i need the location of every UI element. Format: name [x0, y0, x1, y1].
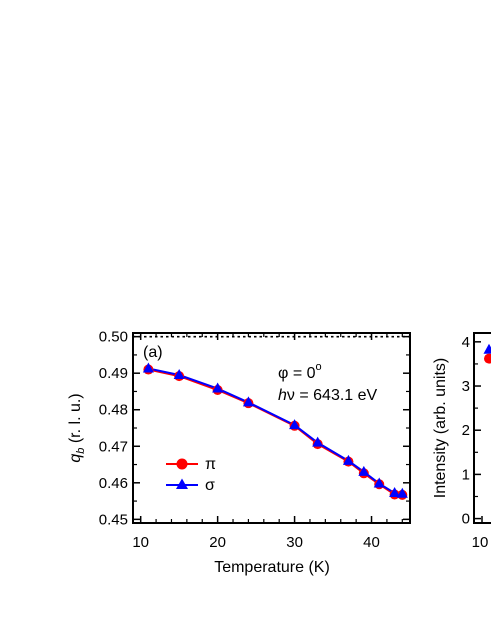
- y-tick-label: 0.48: [99, 402, 128, 419]
- phi-annotation-text: φ = 0: [278, 365, 316, 382]
- y-axis-label-units: (r. l. u.): [67, 393, 84, 447]
- data-point-sigma: [142, 362, 154, 373]
- x-tick-label: 40: [363, 534, 380, 551]
- y-tick-label: 0.50: [99, 329, 128, 346]
- x-tick-label: 10: [132, 534, 149, 551]
- panel-a-marks: [133, 335, 410, 500]
- panel-b-y-axis-label: Intensity (arb. units): [432, 358, 449, 499]
- data-point-sigma: [373, 477, 385, 488]
- data-point-sigma: [396, 487, 408, 498]
- panel-b-x-tick-label: 10: [472, 534, 489, 551]
- panel-a-ticks: 10 20 30 40 0.45 0.46 0.47 0.48 0.49 0.50: [99, 329, 410, 551]
- data-point-sigma: [242, 396, 254, 407]
- y-tick-label: 0.45: [99, 511, 128, 528]
- panel-a-label: (a): [143, 344, 163, 361]
- data-point-sigma: [389, 487, 401, 498]
- y-tick-label: 0.47: [99, 438, 128, 455]
- legend: π σ: [166, 456, 216, 494]
- panel-b-y-tick-label: 1: [462, 466, 470, 483]
- phi-annotation: φ = 0o: [278, 361, 322, 382]
- legend-sigma-label: σ: [205, 477, 215, 494]
- data-point-sigma: [358, 465, 370, 476]
- panel-b-y-tick-label: 3: [462, 378, 470, 395]
- panel-a: 10 20 30 40 0.45 0.46 0.47 0.48 0.49 0.50 (a) φ =…: [67, 329, 411, 576]
- data-point-sigma: [289, 419, 301, 430]
- hv-annotation-text: ν = 643.1 eV: [287, 387, 378, 404]
- panel-b-y-tick-label: 4: [462, 334, 470, 351]
- panel-b-y-tick-label: 0: [462, 511, 470, 528]
- data-point-sigma: [342, 454, 354, 465]
- data-point-sigma: [173, 369, 185, 380]
- x-tick-label: 30: [286, 534, 303, 551]
- y-axis-label-q: q: [67, 454, 84, 463]
- panel-b-data-point-red: [484, 353, 491, 364]
- hv-annotation: hν = 643.1 eV: [278, 387, 378, 404]
- panel-b-ticks: 0 1 2 3 4 10: [462, 334, 489, 551]
- y-tick-label: 0.49: [99, 365, 128, 382]
- legend-pi-label: π: [205, 456, 216, 473]
- data-point-sigma: [312, 436, 324, 447]
- data-point-sigma: [212, 382, 224, 393]
- panel-b-marks: [483, 343, 491, 364]
- panel-b-y-tick-label: 2: [462, 422, 470, 439]
- panel-b-data-point-blue: [483, 343, 491, 354]
- hv-annotation-h: h: [278, 387, 287, 404]
- y-axis-label: qb (r. l. u.): [67, 393, 87, 462]
- phi-annotation-degree: o: [316, 361, 322, 373]
- x-axis-label: Temperature (K): [214, 559, 330, 576]
- x-tick-label: 20: [209, 534, 226, 551]
- legend-pi-marker: [176, 458, 188, 470]
- legend-sigma-marker: [176, 478, 188, 489]
- panel-a-frame: [132, 332, 411, 524]
- panel-b: 0 1 2 3 4 10 Intensity (arb. units): [432, 332, 491, 551]
- y-tick-label: 0.46: [99, 475, 128, 492]
- y-axis-label-sub: b: [75, 448, 87, 454]
